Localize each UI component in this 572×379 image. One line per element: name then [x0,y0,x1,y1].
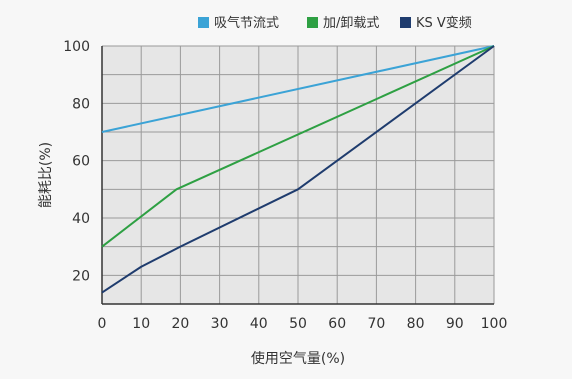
y-tick-label: 40 [72,211,90,227]
x-tick-label: 0 [98,316,107,332]
legend: 吸气节流式 加/卸载式 KS V变频 [198,15,472,31]
x-tick-label: 50 [289,316,307,332]
y-tick-label: 20 [72,268,90,284]
y-tick-label: 80 [72,96,90,112]
legend-swatch [198,17,209,28]
legend-item-2: KS V变频 [400,15,472,31]
legend-label: KS V变频 [416,15,472,31]
x-tick-label: 60 [328,316,346,332]
series-line-0 [101,45,495,133]
x-tick-label: 10 [132,316,150,332]
legend-item-0: 吸气节流式 [198,15,279,31]
legend-label: 加/卸载式 [323,15,379,31]
y-axis-title: 能耗比(%) [38,142,54,208]
x-axis-title: 使用空气量(%) [251,350,345,367]
x-tick-label: 90 [446,316,464,332]
x-tick-label: 40 [250,316,268,332]
series-line-1 [101,45,495,248]
legend-swatch [400,17,411,28]
axes [101,46,494,305]
x-tick-label: 80 [407,316,425,332]
y-tick-label: 100 [63,39,90,55]
y-tick-label: 60 [72,154,90,170]
series-line-2 [101,45,495,294]
x-tick-label: 100 [481,316,508,332]
x-tick-label: 20 [171,316,189,332]
x-tick-label: 30 [211,316,229,332]
legend-swatch [307,17,318,28]
tick-labels: 0 10 20 30 40 50 60 70 80 90 100 20 40 60 80 100 [63,39,507,332]
legend-item-1: 加/卸载式 [307,15,379,31]
legend-label: 吸气节流式 [214,15,279,31]
series-layer [101,45,495,294]
x-tick-label: 70 [367,316,385,332]
